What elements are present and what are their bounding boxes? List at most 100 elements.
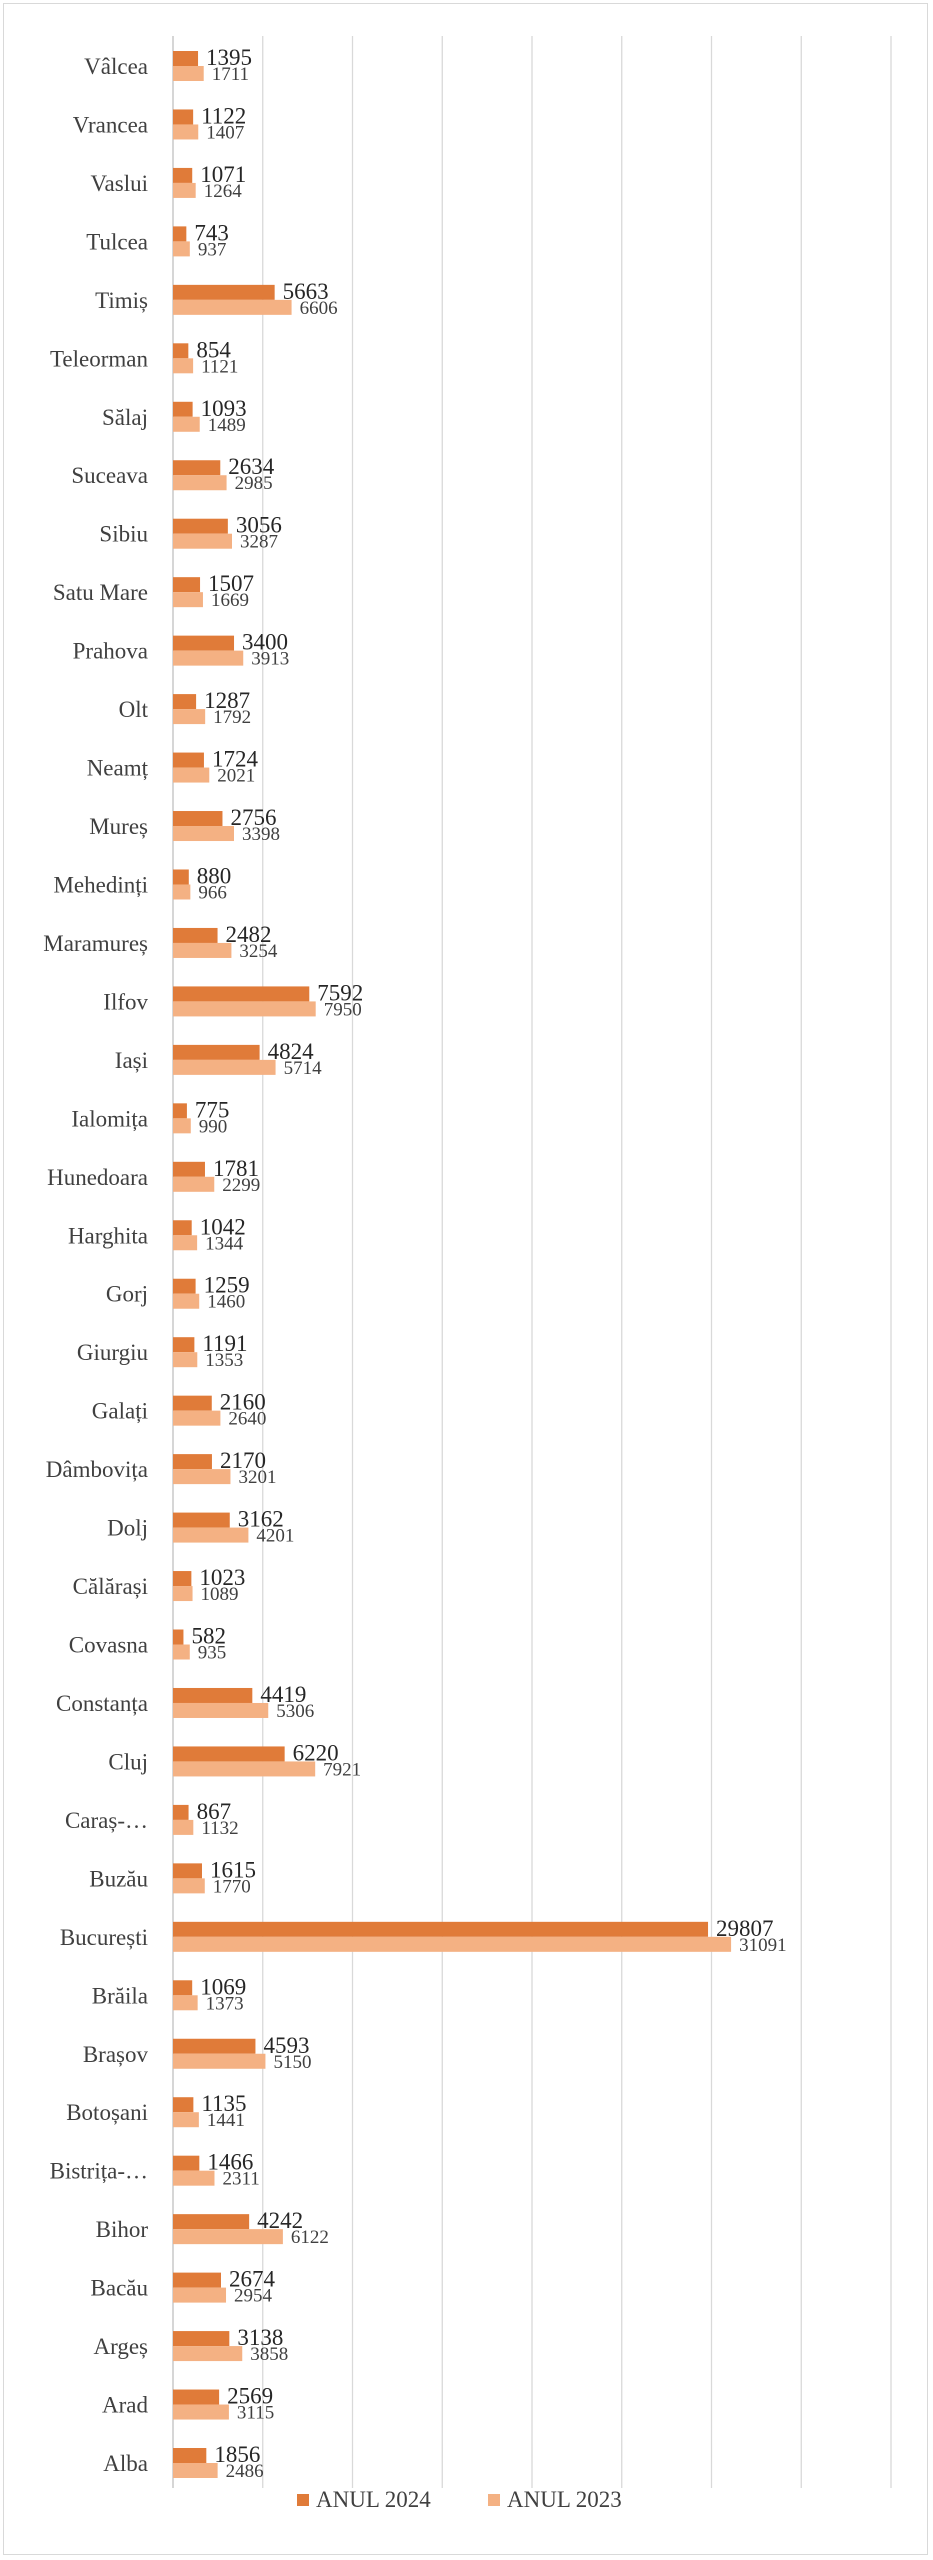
data-label-2023: 3201 [238, 1467, 276, 1488]
data-label-2023: 1711 [212, 64, 249, 85]
data-label-2023: 1373 [206, 1993, 244, 2014]
category-label: Sălaj [102, 405, 148, 430]
data-label-2024: 2160 [220, 1390, 266, 1415]
category-label: București [60, 1925, 148, 1950]
chart-frame: Alba Arad Argeș Bacău Bihor Bistrița-… Botoșan… [3, 3, 928, 2555]
bar-2023 [173, 1702, 269, 1718]
data-label-2023: 2954 [234, 2286, 272, 2307]
data-label-2024: 2674 [229, 2267, 275, 2292]
bar-2024 [173, 109, 194, 125]
category-label: Gorj [106, 1282, 148, 1307]
data-label-2024: 1507 [208, 571, 254, 596]
data-label-2023: 1264 [204, 181, 243, 202]
data-label-2024: 775 [195, 1097, 230, 1122]
bar-2023 [173, 1761, 316, 1777]
data-label-2024: 3162 [238, 1507, 284, 1532]
category-label: Vaslui [91, 171, 149, 196]
bar-2023 [173, 1995, 198, 2011]
data-label-2023: 1460 [207, 1292, 245, 1313]
data-label-2024: 6220 [293, 1740, 339, 1765]
data-label-2023: 2311 [222, 2169, 259, 2190]
bar-2023 [173, 1176, 215, 1192]
bar-2024 [173, 2214, 250, 2230]
data-label-2023: 3115 [237, 2403, 274, 2424]
gridlines [172, 36, 892, 2488]
category-label: Argeș [93, 2334, 148, 2359]
bar-2024 [173, 167, 193, 183]
data-label-2024: 1122 [201, 103, 246, 128]
bar-2023 [173, 1586, 193, 1602]
data-label-2024: 1856 [214, 2442, 260, 2467]
bar-2024 [173, 1454, 212, 1470]
bar-2023 [173, 826, 234, 842]
bar-2023 [173, 709, 206, 725]
category-label: Timiș [95, 288, 148, 313]
bar-2023 [173, 66, 204, 81]
data-label-2023: 1770 [213, 1876, 251, 1897]
bar-2024 [173, 1337, 195, 1353]
bar-2024 [173, 1746, 285, 1762]
category-label: Buzău [89, 1866, 148, 1891]
data-label-2023: 2640 [228, 1409, 266, 1430]
data-label-2023: 966 [198, 882, 227, 903]
bar-2023 [173, 2170, 215, 2186]
bar-2023 [173, 1644, 190, 1660]
bar-2024 [173, 1687, 253, 1703]
data-label-2023: 7921 [323, 1759, 361, 1780]
data-label-2023: 3398 [242, 824, 280, 845]
data-label-2023: 3254 [239, 941, 278, 962]
bar-2023 [173, 2463, 218, 2478]
bar-2023 [173, 1819, 194, 1835]
category-label: Caraș-… [65, 1808, 148, 1833]
data-label-2024: 2569 [227, 2384, 273, 2409]
data-label-2024: 880 [197, 863, 232, 888]
data-label-2024: 1287 [204, 688, 250, 713]
bar-2024 [173, 694, 197, 710]
data-label-2023: 1792 [213, 707, 251, 728]
data-label-2023: 6122 [291, 2227, 329, 2248]
data-label-2024: 7592 [317, 980, 363, 1005]
bar-2024 [173, 2272, 221, 2288]
bar-2024 [173, 1571, 192, 1587]
legend-swatch-2023 [488, 2494, 500, 2506]
data-label-2024: 1466 [207, 2150, 253, 2175]
bar-2024 [173, 2155, 200, 2171]
data-label-2024: 4593 [263, 2033, 309, 2058]
data-label-2024: 1023 [199, 1565, 245, 1590]
bar-2023 [173, 1352, 198, 1368]
category-label: Suceava [71, 463, 148, 488]
bar-2023 [173, 1469, 231, 1485]
category-label: Vrancea [73, 112, 148, 137]
category-label: Iași [115, 1048, 148, 1073]
data-label-2024: 1615 [210, 1857, 256, 1882]
category-label: Ialomița [71, 1106, 148, 1131]
data-label-2024: 1259 [204, 1273, 250, 1298]
category-label: Tulcea [86, 229, 148, 254]
data-label-2024: 3400 [242, 630, 288, 655]
bar-2024 [173, 343, 189, 359]
bar-2023 [173, 533, 233, 549]
bar-2024 [173, 401, 193, 417]
data-label-2024: 854 [196, 337, 231, 362]
data-label-2023: 4201 [256, 1526, 294, 1547]
data-label-2024: 1781 [213, 1156, 259, 1181]
bar-2023 [173, 1235, 198, 1251]
data-label-2023: 1132 [201, 1818, 238, 1839]
data-label-2023: 1441 [207, 2110, 245, 2131]
data-label-2023: 7950 [324, 999, 362, 1020]
bar-2024 [173, 518, 228, 534]
bar-2024 [173, 1044, 260, 1060]
data-label-2023: 1344 [205, 1233, 244, 1254]
bar-2023 [173, 1059, 276, 1075]
bar-chart: Alba Arad Argeș Bacău Bihor Bistrița-… Botoșan… [43, 36, 892, 2512]
data-label-2023: 1489 [208, 415, 246, 436]
data-label-2024: 29807 [716, 1916, 774, 1941]
bar-2023 [173, 182, 196, 198]
category-label: Galați [92, 1399, 148, 1424]
category-label: Constanța [56, 1691, 148, 1716]
bar-2024 [173, 927, 218, 943]
bar-2023 [173, 1118, 191, 1134]
category-label: Hunedoara [47, 1165, 148, 1190]
bar-2023 [173, 1936, 732, 1952]
